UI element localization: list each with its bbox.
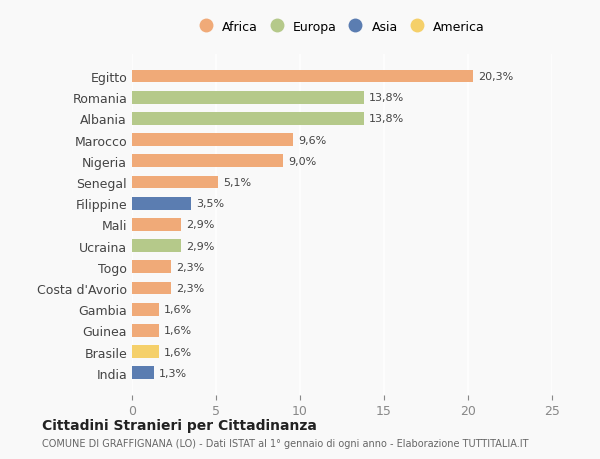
Bar <box>132 218 181 231</box>
Bar <box>132 240 181 252</box>
Text: 13,8%: 13,8% <box>369 114 404 124</box>
Text: 5,1%: 5,1% <box>223 178 251 188</box>
Bar <box>132 134 293 147</box>
Text: 2,3%: 2,3% <box>176 283 204 293</box>
Text: 2,9%: 2,9% <box>186 220 214 230</box>
Bar <box>132 367 154 379</box>
Text: 13,8%: 13,8% <box>369 93 404 103</box>
Text: 1,3%: 1,3% <box>159 368 187 378</box>
Text: 2,3%: 2,3% <box>176 262 204 272</box>
Text: 9,6%: 9,6% <box>298 135 326 146</box>
Bar <box>132 176 218 189</box>
Text: 2,9%: 2,9% <box>186 241 214 251</box>
Bar <box>132 261 170 274</box>
Text: 1,6%: 1,6% <box>164 326 192 336</box>
Bar <box>132 113 364 125</box>
Bar <box>132 346 159 358</box>
Bar <box>132 155 283 168</box>
Bar <box>132 282 170 295</box>
Text: 1,6%: 1,6% <box>164 304 192 314</box>
Bar <box>132 303 159 316</box>
Text: 9,0%: 9,0% <box>288 157 316 167</box>
Bar <box>132 92 364 104</box>
Bar <box>132 197 191 210</box>
Bar <box>132 71 473 83</box>
Text: 3,5%: 3,5% <box>196 199 224 209</box>
Text: COMUNE DI GRAFFIGNANA (LO) - Dati ISTAT al 1° gennaio di ogni anno - Elaborazion: COMUNE DI GRAFFIGNANA (LO) - Dati ISTAT … <box>42 438 529 448</box>
Bar <box>132 325 159 337</box>
Text: 20,3%: 20,3% <box>478 72 514 82</box>
Text: 1,6%: 1,6% <box>164 347 192 357</box>
Legend: Africa, Europa, Asia, America: Africa, Europa, Asia, America <box>196 17 488 38</box>
Text: Cittadini Stranieri per Cittadinanza: Cittadini Stranieri per Cittadinanza <box>42 418 317 432</box>
